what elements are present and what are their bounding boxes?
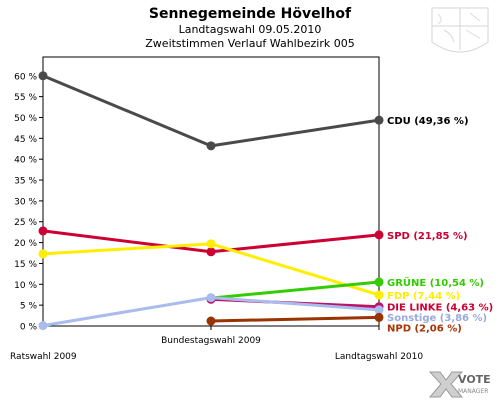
data-point-spd (38, 226, 48, 236)
end-label-npd: NPD (2,06 %) (387, 324, 462, 335)
y-tick-label: 60 % (14, 72, 37, 82)
data-point-sonstige (206, 293, 216, 303)
logo-manager-text: MANAGER (458, 388, 488, 395)
end-label-sonstige: Sonstige (3,86 %) (387, 313, 487, 324)
data-point-npd (374, 312, 384, 322)
data-point-sonstige (38, 321, 48, 331)
chart-title: Sennegemeinde Hövelhof (149, 6, 352, 22)
data-point-spd (206, 247, 216, 257)
data-point-sonstige (374, 305, 384, 315)
y-tick-label: 5 % (20, 302, 38, 312)
series-layer (38, 71, 384, 331)
chart-subtitle-election: Landtagswahl 09.05.2010 (179, 23, 322, 36)
y-tick-label: 55 % (14, 93, 37, 103)
data-point-fdp (206, 239, 216, 249)
data-point-cdu (374, 115, 384, 125)
series-line-gr-ne (210, 280, 380, 300)
x-axis: Ratswahl 2009 Bundestagswahl 2009 Landtags… (10, 326, 423, 362)
x-tick-label: Bundestagswahl 2009 (161, 336, 261, 346)
y-tick-label: 40 % (14, 156, 37, 166)
y-tick-label: 25 % (14, 218, 37, 228)
y-tick-label: 35 % (14, 177, 37, 187)
x-tick-label: Ratswahl 2009 (10, 352, 77, 362)
end-label-fdp: FDP (7,44 %) (387, 291, 460, 302)
chart-subtitle-district: Zweitstimmen Verlauf Wahlbezirk 005 (145, 37, 354, 50)
y-tick-label: 50 % (14, 114, 37, 124)
data-point-spd (374, 230, 384, 240)
coat-of-arms-icon (431, 7, 489, 53)
votemanager-logo: VOTE MANAGER (428, 371, 491, 398)
data-point-fdp (374, 290, 384, 300)
votemanager-x-icon (428, 371, 464, 398)
data-point-cdu (38, 71, 48, 81)
end-label-cdu: CDU (49,36 %) (387, 116, 469, 127)
logo-vote-text: VOTE (458, 373, 491, 386)
data-point-fdp (38, 249, 48, 259)
end-label-die-linke: DIE LINKE (4,63 %) (387, 303, 493, 314)
data-point-gr-ne (374, 277, 384, 287)
x-tick-label: Landtagswahl 2010 (335, 352, 424, 362)
end-label-spd: SPD (21,85 %) (387, 231, 468, 242)
y-tick-label: 45 % (14, 135, 37, 145)
y-tick-label: 15 % (14, 260, 37, 270)
plot-area (42, 56, 380, 327)
y-tick-label: 20 % (14, 239, 37, 249)
series-line-npd (210, 315, 380, 323)
y-tick-label: 10 % (14, 281, 37, 291)
end-label-gr-ne: GRÜNE (10,54 %) (387, 275, 484, 289)
data-point-npd (206, 316, 216, 326)
y-axis: 0 % 5 % 10 % 15 % 20 % 25 % 30 % 35 % 40 % 45 % 50… (14, 72, 43, 333)
y-tick-label: 0 % (20, 323, 38, 333)
end-labels: CDU (49,36 %) SPD (21,85 %) GRÜNE (10,54 %… (387, 116, 493, 335)
data-point-cdu (206, 141, 216, 151)
y-tick-label: 30 % (14, 197, 37, 207)
